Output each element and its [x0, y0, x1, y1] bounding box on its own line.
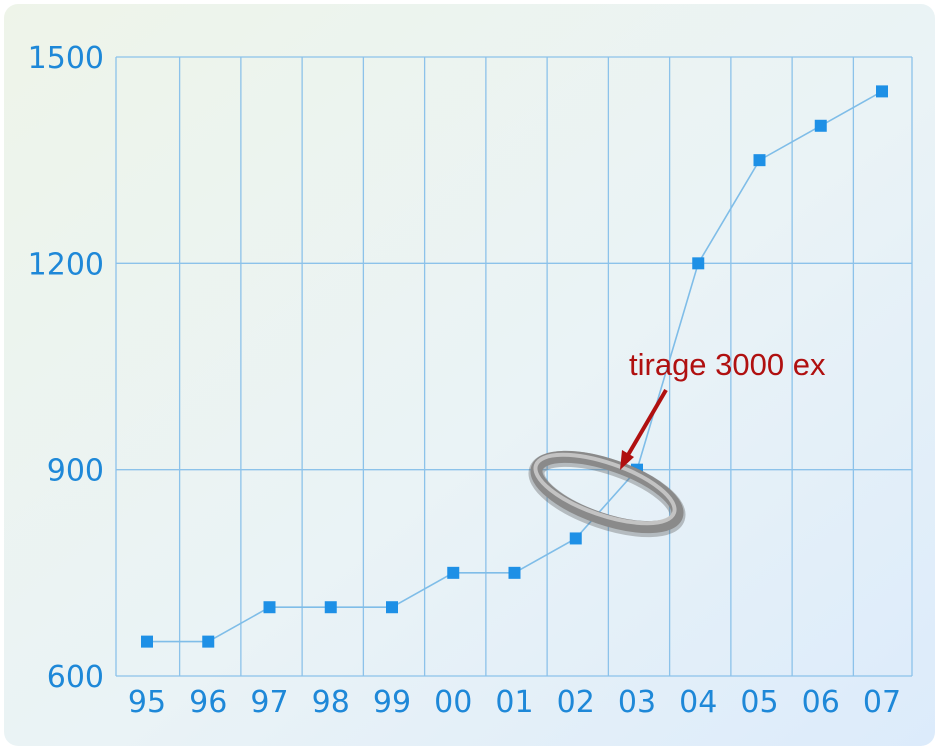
x-tick-label: 00	[434, 685, 472, 720]
x-axis-tick-labels: 95 96 97 98 99 00 01 02 03 04 05 06 07	[128, 685, 901, 720]
annotation-arrow-shaft	[626, 388, 668, 457]
annotation-arrow-head	[620, 450, 634, 470]
x-tick-label: 05	[740, 685, 778, 720]
x-tick-label: 95	[128, 685, 166, 720]
data-point	[447, 566, 460, 579]
data-point	[324, 601, 337, 614]
x-tick-label: 02	[557, 685, 595, 720]
data-point	[202, 635, 215, 648]
x-tick-label: 01	[495, 685, 533, 720]
y-tick-label: 1500	[28, 41, 104, 76]
annotation-label: tirage 3000 ex	[629, 347, 826, 382]
y-tick-label: 900	[47, 454, 104, 489]
y-axis-tick-labels: 600 900 1200 1500	[28, 41, 104, 695]
data-point	[569, 532, 582, 545]
data-point	[692, 257, 705, 270]
data-point	[753, 154, 766, 167]
x-tick-label: 07	[863, 685, 901, 720]
x-tick-label: 03	[618, 685, 656, 720]
data-point	[263, 601, 276, 614]
x-tick-label: 97	[250, 685, 288, 720]
data-point	[386, 601, 398, 614]
x-tick-label: 99	[373, 685, 411, 720]
x-tick-label: 98	[312, 685, 350, 720]
chart-background	[4, 4, 935, 746]
annotation: tirage 3000 ex	[528, 347, 826, 538]
y-tick-label: 1200	[28, 247, 104, 282]
data-point	[141, 635, 153, 648]
data-point	[814, 119, 827, 132]
x-tick-label: 04	[679, 685, 717, 720]
data-point	[876, 85, 888, 98]
data-point	[508, 566, 521, 579]
series-markers	[141, 85, 888, 648]
y-tick-label: 600	[47, 660, 104, 695]
x-tick-label: 96	[189, 685, 227, 720]
x-tick-label: 06	[802, 685, 840, 720]
highlight-ring-shine	[533, 452, 677, 526]
